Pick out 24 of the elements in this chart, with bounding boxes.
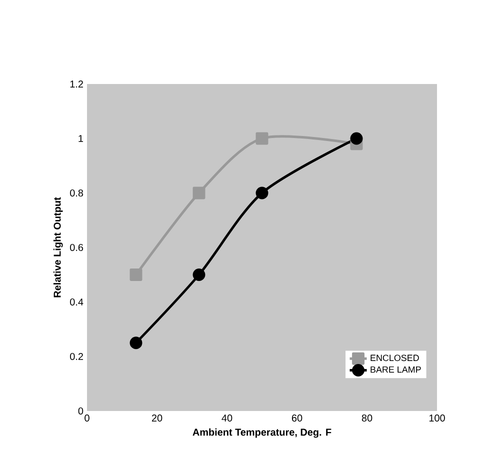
x-tick-label: 20 [152, 414, 162, 422]
point [130, 336, 142, 350]
point [192, 268, 206, 281]
y-axis-title: Relative Light Output [53, 197, 63, 298]
legend-label: BARE LAMP [370, 366, 421, 373]
x-tick-label: 0 [84, 414, 90, 422]
x-tick-label: 60 [292, 414, 302, 422]
y-tick-label: 0.4 [70, 298, 84, 306]
point [192, 186, 206, 200]
y-tick-label: 0.2 [70, 352, 83, 360]
y-tick-label: 0.8 [70, 189, 84, 197]
point [256, 132, 268, 145]
x-tick-label: 80 [362, 414, 372, 422]
y-tick-label: 1 [78, 135, 83, 142]
y-tick-label: 0.6 [70, 244, 84, 252]
point [256, 186, 268, 200]
x-tick-label: 40 [222, 414, 232, 422]
point [130, 268, 142, 281]
x-axis-title: Ambient Temperature, Deg. F [192, 428, 332, 438]
point [350, 132, 363, 145]
y-tick-label: 1.2 [70, 80, 83, 88]
legend-label: ENCLOSED [370, 354, 419, 362]
x-tick-label: 100 [429, 414, 445, 422]
y-tick-label: 0 [78, 407, 84, 415]
